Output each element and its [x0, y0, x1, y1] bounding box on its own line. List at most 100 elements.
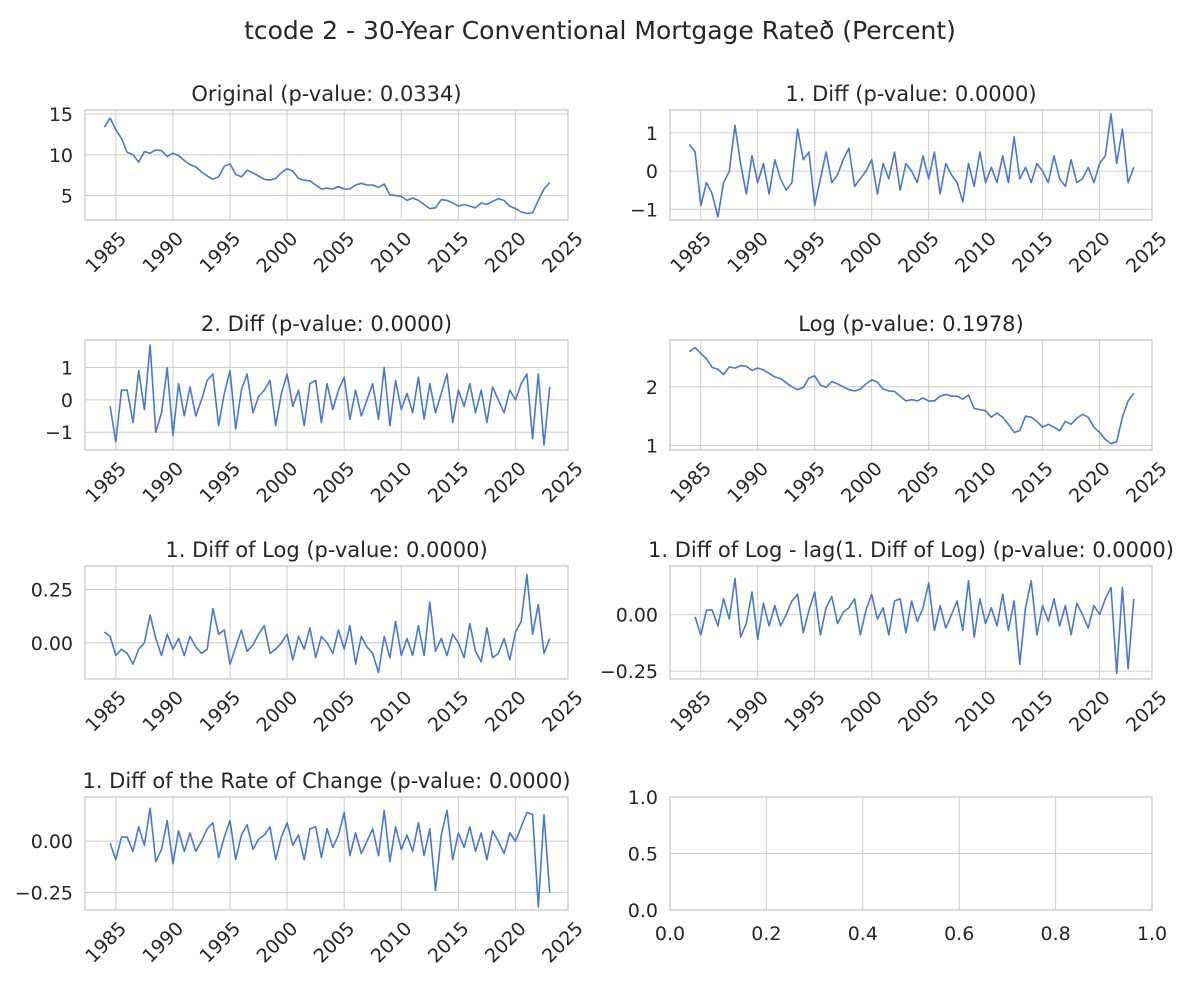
x-tick-label: 1990: [723, 228, 773, 278]
x-tick-label: 2010: [951, 458, 1001, 508]
x-tick-label: 1995: [195, 458, 245, 508]
x-tick-label: 2025: [1122, 687, 1172, 737]
series-line-1: [103, 117, 551, 215]
x-tick-label: 1995: [780, 228, 830, 278]
x-tick-label: 1985: [81, 687, 131, 737]
x-tick-label: 2015: [1008, 228, 1058, 278]
x-tick-label: 2000: [253, 458, 303, 508]
x-tick-label: 1995: [195, 687, 245, 737]
subplot-4: 1 2 1985 1990 1995 2000 2005 2010 2015 2020 2025 Lo…: [646, 312, 1172, 507]
x-tick-label: 2015: [424, 687, 474, 737]
x-tick-label: 1990: [723, 687, 773, 737]
y-tick-label: 15: [49, 104, 73, 126]
y-tick-label: −0.25: [15, 883, 73, 905]
x-tick-label: 0.4: [848, 923, 878, 945]
y-tick-label: 0.00: [616, 605, 658, 627]
x-tick-label: 1990: [138, 458, 188, 508]
x-tick-label: 2025: [538, 228, 588, 278]
subplot-title: 2. Diff (p-value: 0.0000): [201, 312, 452, 336]
x-tick-label: 2010: [367, 228, 417, 278]
plot-frame: [669, 565, 1153, 680]
x-tick-label: 2010: [367, 458, 417, 508]
x-tick-label: 2000: [837, 458, 887, 508]
x-tick-label: 1985: [666, 687, 716, 737]
x-tick-label: 2020: [1065, 228, 1115, 278]
x-tick-label: 2010: [951, 228, 1001, 278]
plot-frame: [669, 109, 1153, 221]
x-tick-label: 1990: [723, 458, 773, 508]
y-tick-label: 0.00: [31, 633, 73, 655]
y-tick-label: 1: [61, 358, 73, 380]
x-tick-label: 0.0: [655, 923, 685, 945]
x-tick-label: 2015: [424, 918, 474, 968]
x-tick-label: 2020: [1065, 458, 1115, 508]
x-tick-label: 2020: [1065, 687, 1115, 737]
x-tick-label: 2005: [310, 228, 360, 278]
x-tick-label: 2010: [951, 687, 1001, 737]
x-tick-label: 1985: [666, 458, 716, 508]
y-tick-label: 0.25: [31, 579, 73, 601]
y-tick-label: −0.25: [600, 661, 658, 683]
plot-frame: [84, 109, 569, 221]
x-tick-label: 1985: [666, 228, 716, 278]
x-tick-label: 2005: [310, 458, 360, 508]
x-tick-label: 2000: [253, 687, 303, 737]
subplot-8: 0.0 0.5 1.0 0.0 0.2 0.4 0.6 0.8 1.0: [628, 787, 1167, 945]
plot-frame: [84, 796, 569, 911]
x-tick-label: 2000: [837, 687, 887, 737]
subplot-title: 1. Diff (p-value: 0.0000): [785, 82, 1036, 106]
plot-frame: [84, 565, 569, 680]
subplot-title: 1. Diff of Log - lag(1. Diff of Log) (p-…: [648, 538, 1174, 562]
subplot-1: 5 10 15 1985 1990 1995 2000 2005 2010 2015 2020 202…: [49, 82, 588, 277]
plot-frame: [669, 796, 1153, 911]
x-tick-label: 2000: [253, 228, 303, 278]
x-tick-label: 2005: [894, 228, 944, 278]
x-tick-label: 1995: [195, 918, 245, 968]
y-tick-label: 10: [49, 145, 73, 167]
x-tick-label: 2015: [1008, 458, 1058, 508]
subplot-title: 1. Diff of Log (p-value: 0.0000): [165, 538, 487, 562]
x-tick-label: 0.6: [944, 923, 974, 945]
x-tick-label: 2020: [481, 918, 531, 968]
plot-frame: [669, 339, 1153, 451]
y-tick-label: 0.5: [628, 844, 658, 866]
x-tick-label: 1995: [780, 458, 830, 508]
x-tick-label: 2025: [1122, 228, 1172, 278]
series-line-1: [694, 577, 1135, 675]
x-tick-label: 2005: [310, 918, 360, 968]
x-tick-label: 1985: [81, 918, 131, 968]
x-tick-label: 1995: [780, 687, 830, 737]
series-line-1: [688, 346, 1135, 445]
plot-frame: [84, 339, 569, 451]
x-tick-label: 1985: [81, 228, 131, 278]
y-tick-label: 0: [646, 161, 658, 183]
x-tick-label: 2025: [538, 458, 588, 508]
x-tick-label: 2025: [538, 918, 588, 968]
y-tick-label: 1.0: [628, 787, 658, 809]
x-tick-label: 1.0: [1137, 923, 1167, 945]
y-tick-label: 1: [646, 435, 658, 457]
y-tick-label: −1: [630, 199, 658, 221]
subplot-5: 0.00 0.25 1985 1990 1995 2000 2005 2010 2015 2020…: [31, 538, 588, 736]
subplot-title: Original (p-value: 0.0334): [191, 82, 461, 106]
y-tick-label: 0.0: [628, 900, 658, 922]
subplot-title: 1. Diff of the Rate of Change (p-value: …: [82, 769, 570, 793]
x-tick-label: 2000: [253, 918, 303, 968]
y-tick-label: −1: [45, 422, 73, 444]
x-tick-label: 2020: [481, 228, 531, 278]
x-tick-label: 0.8: [1040, 923, 1070, 945]
y-tick-label: 5: [61, 186, 73, 208]
subplot-3: −1 0 1 1985 1990 1995 2000 2005 2010 2015 2020 2025…: [45, 312, 588, 507]
x-tick-label: 2020: [481, 687, 531, 737]
series-line-1: [109, 344, 551, 446]
series-line-1: [103, 573, 551, 674]
x-tick-label: 2020: [481, 458, 531, 508]
series-line-1: [688, 113, 1135, 218]
y-tick-label: 0: [61, 390, 73, 412]
subplot-title: Log (p-value: 0.1978): [798, 312, 1024, 336]
x-tick-label: 1990: [138, 687, 188, 737]
x-tick-label: 1990: [138, 228, 188, 278]
x-tick-label: 2015: [424, 228, 474, 278]
